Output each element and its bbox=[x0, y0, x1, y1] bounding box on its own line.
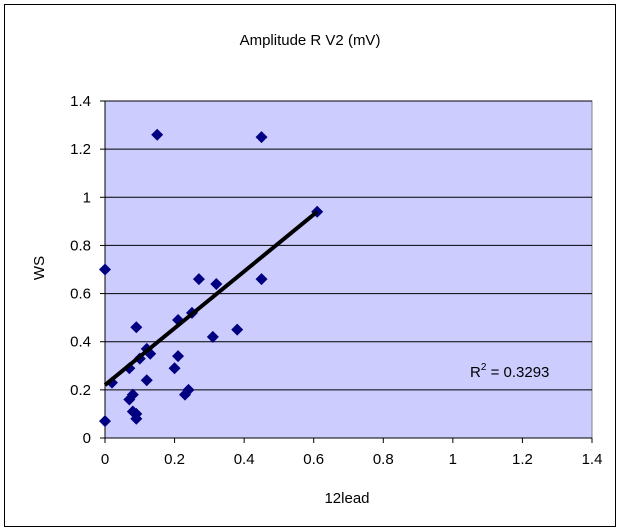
y-tick-label: 0 bbox=[83, 430, 91, 447]
data-point bbox=[206, 330, 219, 343]
x-tick-label: 0.4 bbox=[234, 451, 255, 468]
data-point bbox=[231, 323, 244, 336]
y-axis-label: WS bbox=[31, 256, 48, 280]
x-tick-label: 1.4 bbox=[582, 451, 603, 468]
x-tick-label: 0.2 bbox=[164, 451, 185, 468]
data-point bbox=[99, 263, 111, 276]
r2-value: = 0.3293 bbox=[486, 364, 549, 381]
data-point bbox=[130, 412, 143, 425]
y-tick-label: 0.2 bbox=[70, 382, 91, 399]
data-point bbox=[151, 128, 164, 141]
plot-area bbox=[104, 100, 593, 439]
r2-prefix: R bbox=[470, 364, 481, 381]
x-tick-label: 0.6 bbox=[303, 451, 324, 468]
x-tick-label: 0.8 bbox=[373, 451, 394, 468]
trendline bbox=[103, 210, 319, 387]
data-point bbox=[255, 273, 268, 286]
data-point bbox=[182, 383, 195, 396]
x-tick-label: 0 bbox=[101, 451, 109, 468]
data-point bbox=[172, 350, 185, 363]
x-tick-label: 1 bbox=[449, 451, 457, 468]
x-axis-ticks: 0 0.2 0.4 0.6 0.8 1 1.2 1.4 bbox=[101, 451, 603, 468]
x-tick-label: 1.2 bbox=[512, 451, 533, 468]
data-point bbox=[168, 362, 181, 375]
data-point bbox=[192, 273, 205, 286]
x-axis-label: 12lead bbox=[324, 490, 369, 507]
data-point bbox=[140, 374, 153, 387]
y-tick-label: 0.8 bbox=[70, 237, 91, 254]
y-axis-ticks: 0 0.2 0.4 0.6 0.8 1 1.2 1.4 bbox=[70, 93, 91, 447]
data-point bbox=[99, 415, 111, 428]
data-point bbox=[255, 131, 268, 144]
y-tick-label: 0.6 bbox=[70, 286, 91, 303]
r-squared-annotation: R2 = 0.3293 bbox=[470, 362, 549, 381]
data-point bbox=[126, 388, 139, 401]
y-tick-label: 0.4 bbox=[70, 334, 91, 351]
data-point bbox=[210, 277, 223, 290]
r2-superscript: 2 bbox=[481, 362, 487, 373]
y-tick-label: 1.4 bbox=[70, 93, 91, 110]
chart-title: Amplitude R V2 (mV) bbox=[240, 32, 381, 49]
y-tick-label: 1.2 bbox=[70, 141, 91, 158]
data-point bbox=[130, 321, 143, 334]
y-tick-label: 1 bbox=[83, 189, 91, 206]
